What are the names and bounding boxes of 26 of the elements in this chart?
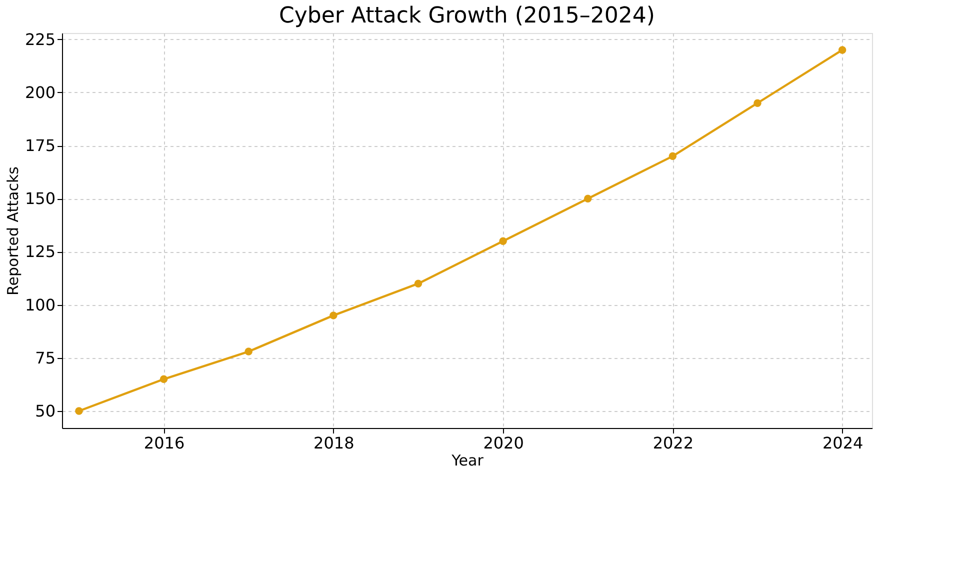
y-tick-label: 175 [24,136,56,156]
point [414,280,422,288]
y-axis-title: Reported Attacks [4,166,22,296]
x-tick-label: 2020 [483,434,524,452]
x-axis-title: Year [450,452,484,470]
y-tick-label: 75 [35,348,56,368]
chart-title: Cyber Attack Growth (2015–2024) [279,3,655,28]
x-tick-label: 2024 [822,434,864,452]
x-tick-label: 2016 [144,434,185,452]
point [330,312,338,320]
point [754,99,762,107]
x-tick-label: 2018 [314,434,354,452]
point [75,407,83,415]
point [499,237,507,245]
point [160,375,168,384]
point [584,194,592,203]
y-tick-label: 150 [24,189,56,208]
point [838,46,846,54]
point [668,152,677,160]
point [244,348,252,356]
y-tick-label: 50 [35,402,56,421]
y-tick-label: 125 [24,242,56,262]
y-tick-label: 225 [24,30,56,49]
x-tick-label: 2022 [652,434,694,452]
y-tick-label: 100 [24,295,56,314]
y-tick-label: 200 [24,82,56,102]
